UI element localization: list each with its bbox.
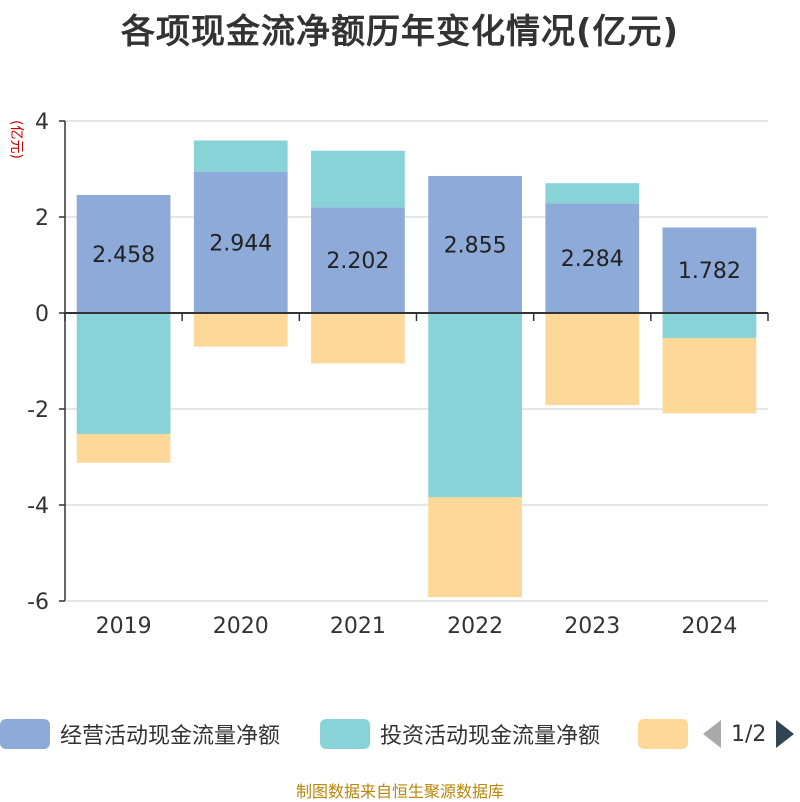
data-label-2022: 2.855 xyxy=(444,233,507,258)
y-tick-label: -4 xyxy=(27,494,49,519)
bar-2019-series-0[interactable] xyxy=(76,195,171,313)
bar-2020-series-2[interactable] xyxy=(193,313,288,347)
bar-2020-series-1[interactable] xyxy=(193,140,288,172)
legend-label-operating: 经营活动现金流量净额 xyxy=(60,724,281,749)
y-tick-label: 0 xyxy=(35,302,49,327)
bar-2020-series-0[interactable] xyxy=(193,171,288,313)
bar-2021-series-0[interactable] xyxy=(311,207,405,313)
bar-2022-series-2[interactable] xyxy=(428,497,522,598)
y-tick-label: -6 xyxy=(27,590,49,615)
legend-pager: 1/2 xyxy=(703,716,795,752)
bar-2022-series-0[interactable] xyxy=(428,175,522,313)
y-tick-label: 4 xyxy=(35,110,49,135)
bar-2024-series-2[interactable] xyxy=(662,337,757,414)
legend-swatch-investing xyxy=(320,719,370,749)
bar-2023-series-2[interactable] xyxy=(545,313,640,406)
legend-swatch-operating xyxy=(0,719,50,749)
chart-title: 各项现金流净额历年变化情况(亿元) xyxy=(120,12,680,52)
bar-2024-series-1[interactable] xyxy=(662,313,757,338)
x-tick-label-2020: 2020 xyxy=(213,614,269,639)
bar-2019-series-2[interactable] xyxy=(76,433,171,463)
bar-2022-series-1[interactable] xyxy=(428,313,522,498)
y-axis-label: (亿元) xyxy=(8,120,24,159)
legend-item-operating[interactable]: 经营活动现金流量净额 xyxy=(0,716,280,752)
data-label-2024: 1.782 xyxy=(678,259,741,284)
x-tick-label-2024: 2024 xyxy=(681,614,737,639)
data-label-2020: 2.944 xyxy=(209,231,272,256)
legend-swatch-financing xyxy=(638,719,688,749)
x-tick-label-2019: 2019 xyxy=(96,614,152,639)
legend-item-investing[interactable]: 投资活动现金流量净额 xyxy=(320,716,600,752)
legend-label-investing: 投资活动现金流量净额 xyxy=(380,724,601,749)
bar-2019-series-1[interactable] xyxy=(76,313,171,434)
legend: 经营活动现金流量净额 投资活动现金流量净额 1/2 xyxy=(0,716,800,752)
x-tick-label-2023: 2023 xyxy=(564,614,620,639)
y-tick-label: 2 xyxy=(35,206,49,231)
data-source-note: 制图数据来自恒生聚源数据库 xyxy=(295,782,504,801)
bar-2021-series-2[interactable] xyxy=(311,313,405,364)
y-tick-label: -2 xyxy=(27,398,49,423)
legend-page-indicator: 1/2 xyxy=(731,721,767,747)
bar-2024-series-0[interactable] xyxy=(662,227,757,313)
bar-2023-series-1[interactable] xyxy=(545,183,640,204)
bar-2023-series-0[interactable] xyxy=(545,203,640,313)
legend-prev-icon[interactable] xyxy=(703,720,721,748)
x-tick-label-2022: 2022 xyxy=(447,614,503,639)
data-label-2021: 2.202 xyxy=(326,249,389,274)
legend-next-icon[interactable] xyxy=(776,720,795,748)
data-label-2019: 2.458 xyxy=(92,243,155,268)
x-tick-label-2021: 2021 xyxy=(330,614,386,639)
legend-item-financing[interactable] xyxy=(638,716,688,752)
bar-2021-series-1[interactable] xyxy=(311,150,405,208)
data-label-2023: 2.284 xyxy=(561,247,624,272)
